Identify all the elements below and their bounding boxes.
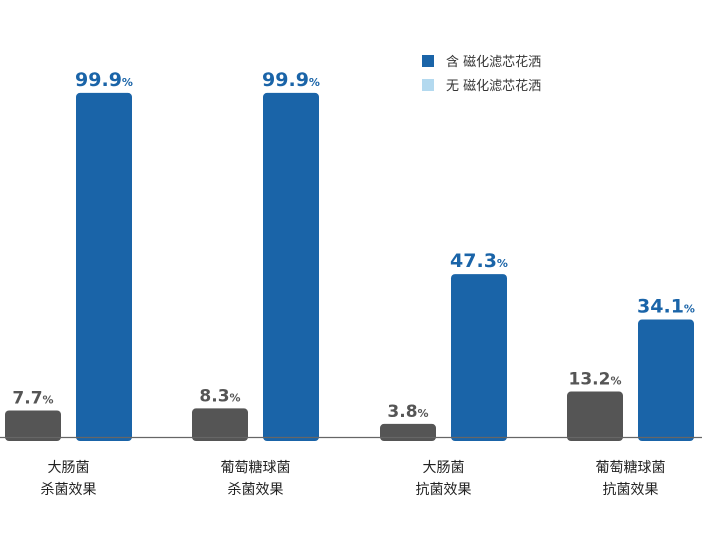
legend-swatch-2 xyxy=(422,79,434,91)
category-label-line: 大肠菌 xyxy=(423,460,465,476)
bar-blue-2 xyxy=(263,92,319,442)
value-unit: % xyxy=(122,76,133,89)
category-label-1: 大肠菌杀菌效果 xyxy=(41,460,97,498)
bar-gray-2 xyxy=(192,408,248,441)
bar-blue-4 xyxy=(638,319,694,441)
value-number: 7.7 xyxy=(12,388,42,408)
value-label-blue-3: 47.3% xyxy=(450,250,508,272)
value-unit: % xyxy=(610,375,621,388)
value-number: 13.2 xyxy=(569,370,611,390)
bar-blue-3 xyxy=(451,274,507,441)
value-unit: % xyxy=(418,407,429,420)
bar-gray-1 xyxy=(5,410,61,441)
value-unit: % xyxy=(309,76,320,89)
value-label-blue-4: 34.1% xyxy=(637,296,695,318)
value-labels: 7.7%99.9%8.3%99.9%3.8%47.3%13.2%34.1% xyxy=(12,69,695,422)
value-number: 3.8 xyxy=(387,402,417,422)
value-number: 8.3 xyxy=(199,386,229,406)
category-label-line: 抗菌效果 xyxy=(416,482,472,498)
category-label-4: 葡萄糖球菌抗菌效果 xyxy=(596,460,666,498)
category-label-line: 杀菌效果 xyxy=(41,482,97,498)
value-label-blue-2: 99.9% xyxy=(262,69,320,91)
bars xyxy=(5,92,694,442)
value-label-gray-2: 8.3% xyxy=(199,386,240,406)
value-unit: % xyxy=(230,391,241,404)
category-label-line: 杀菌效果 xyxy=(228,482,284,498)
value-unit: % xyxy=(43,393,54,406)
legend-swatch-1 xyxy=(422,55,434,67)
category-label-line: 葡萄糖球菌 xyxy=(596,460,666,476)
value-number: 99.9 xyxy=(262,69,309,91)
value-label-gray-3: 3.8% xyxy=(387,402,428,422)
category-label-line: 葡萄糖球菌 xyxy=(221,460,291,476)
category-label-line: 大肠菌 xyxy=(48,460,90,476)
legend-label-2: 无 磁化滤芯花洒 xyxy=(446,78,541,94)
value-number: 47.3 xyxy=(450,250,497,272)
value-unit: % xyxy=(497,257,508,270)
value-label-gray-4: 13.2% xyxy=(569,370,622,390)
bar-gray-3 xyxy=(380,423,436,441)
value-number: 99.9 xyxy=(75,69,122,91)
category-label-2: 葡萄糖球菌杀菌效果 xyxy=(221,460,291,498)
legend-label-1: 含 磁化滤芯花洒 xyxy=(446,54,541,70)
bar-blue-1 xyxy=(76,92,132,442)
value-label-gray-1: 7.7% xyxy=(12,388,53,408)
category-label-3: 大肠菌抗菌效果 xyxy=(416,460,472,498)
value-unit: % xyxy=(684,303,695,316)
value-label-blue-1: 99.9% xyxy=(75,69,133,91)
value-number: 34.1 xyxy=(637,296,684,318)
category-label-line: 抗菌效果 xyxy=(603,482,659,498)
bar-gray-4 xyxy=(567,391,623,441)
